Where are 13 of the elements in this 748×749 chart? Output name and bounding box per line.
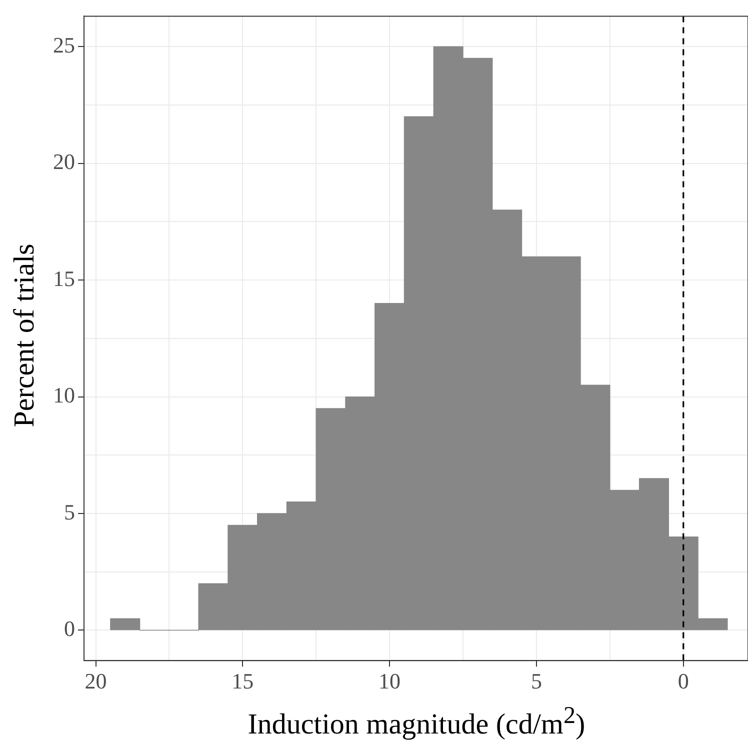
- y-tick-label: 10: [53, 382, 75, 408]
- x-tick-label: 20: [84, 668, 107, 694]
- y-tick-label: 20: [53, 149, 75, 174]
- y-axis-title: Percent of trials: [8, 243, 42, 427]
- y-tick-label: 5: [64, 499, 75, 524]
- x-tick-label: 10: [378, 668, 401, 694]
- y-tick-label: 15: [53, 266, 75, 291]
- y-tick-label: 0: [64, 616, 75, 642]
- x-tick-label: 5: [530, 668, 542, 694]
- y-tick-label: 25: [53, 32, 75, 58]
- x-tick-label: 0: [678, 668, 689, 694]
- x-axis-title: Induction magnitude (cd/m$^{2}$): [246, 702, 586, 742]
- x-tick-label: 15: [232, 668, 254, 694]
